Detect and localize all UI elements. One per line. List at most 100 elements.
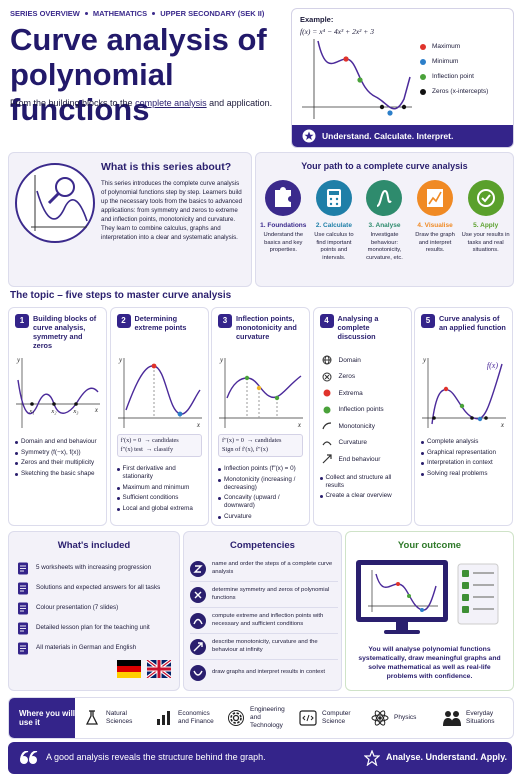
included-item: Solutions and expected answers for all t… [17, 578, 175, 598]
outcome-title: Your outcome [397, 540, 462, 551]
outcome-card: Your outcome You will analyse polynomial… [345, 531, 514, 691]
use-text: Natural Sciences [106, 710, 133, 725]
included-item: 5 worksheets with increasing progression [17, 558, 175, 578]
check-item: Monotonicity [321, 418, 408, 435]
formula-line: f″(x) test → classify [120, 445, 174, 453]
use-text: Everyday Situations [466, 710, 495, 725]
example-box: Example: f(x) = x⁴ − 4x³ + 2x² + 3 Maxim… [291, 8, 514, 148]
card-graph: y x x₁ x₂ x₃ [16, 356, 100, 428]
bullet: Zeros and their multiplicity [14, 459, 102, 467]
use-icon [157, 711, 170, 725]
legend-marker [420, 88, 426, 95]
item-icon [323, 406, 330, 414]
quote-icon [20, 751, 38, 764]
path-step: 3. Analyse Investigate behaviour: monoton… [359, 179, 410, 262]
item-label: Extrema [338, 389, 363, 397]
bullet: Maximum and minimum [116, 484, 204, 492]
formula-box: f″(x) = 0 → candidates Sign of f′(x), f″(… [218, 434, 303, 457]
outcome-illustration [356, 560, 499, 634]
bullet: Interpretation in context [420, 459, 508, 467]
use-item: Engineering and Technology [223, 698, 295, 738]
competency-icon [190, 638, 206, 655]
check-item: Curvature [322, 435, 408, 452]
bullet: Symmetry (f(−x), f(x)) [14, 449, 102, 457]
card-title: Inflection points, monotonicity and curv… [236, 314, 297, 341]
bullet-list: Domain and end behaviour Symmetry (f(−x),… [14, 438, 102, 480]
competency-item: name and order the steps of a complete c… [190, 556, 338, 582]
topic-card: 4 Analysing a complete discussion Domain Ze… [312, 307, 412, 526]
footer-quote: A good analysis reveals the structure be… [46, 752, 266, 762]
subtitle-part: From the building blocks to the [10, 98, 136, 108]
included-text: 5 worksheets with increasing progression [36, 564, 152, 572]
step-icon [467, 180, 504, 216]
legend-label: Maximum [432, 43, 461, 50]
doc-icon [18, 622, 28, 634]
legend-marker [420, 43, 426, 50]
bullet: Create a clear overview [319, 492, 407, 500]
competency-icon [190, 560, 206, 577]
about-card: What is this series about? This series i… [8, 152, 252, 287]
use-text: Economics and Finance [178, 710, 214, 725]
legend-label: Zeros (x-intercepts) [432, 88, 489, 95]
bullet: Graphical representation [420, 449, 508, 457]
doc-icon [18, 582, 28, 594]
use-text: Physics [394, 714, 417, 721]
topic-card: 1 Building blocks of curve analysis, symm… [8, 307, 107, 526]
graph-label: y [219, 356, 224, 364]
graph-label: x [94, 406, 99, 414]
step-icon [265, 180, 302, 216]
item-icon [323, 389, 330, 397]
use-icon [443, 711, 461, 726]
legend-item: Maximum [420, 39, 488, 54]
about-text: This series introduces the complete curv… [101, 180, 243, 241]
bullet-list: Complete analysis Graphical representatio… [420, 438, 508, 480]
doc-icon [18, 562, 28, 574]
bullet: Concavity (upward / downward) [217, 494, 305, 510]
graph-label: y [422, 356, 427, 364]
legend-label: Inflection point [432, 73, 474, 80]
graph-label: x₁ [28, 408, 34, 415]
item-label: Curvature [338, 439, 368, 447]
bullet: Local and global extrema [116, 505, 204, 513]
step-text: Use calculus to find important points an… [314, 232, 354, 261]
formula-box: f′(x) = 0 → candidates f″(x) test → class… [116, 434, 202, 457]
legend: Maximum Minimum Inflection point Zeros (x-i… [420, 39, 488, 99]
included-card: What's included 5 worksheets with increa… [8, 531, 180, 691]
item-label: Domain [338, 356, 361, 364]
use-icon [299, 710, 317, 726]
use-item: Physics [367, 698, 439, 738]
included-item: Detailed lesson plan for the teaching un… [17, 618, 175, 638]
item-icon [322, 372, 331, 382]
use-items: Natural Sciences Economics and Finance Eng… [79, 698, 511, 738]
card-number: 2 [116, 314, 131, 328]
star-icon [302, 129, 316, 143]
card-number: 1 [15, 314, 29, 328]
use-item: Economics and Finance [151, 698, 223, 738]
competency-item: compute extreme and inflection points wi… [190, 608, 338, 634]
step-icon [315, 180, 352, 216]
about-title: What is this series about? [101, 161, 232, 173]
topic-card: 5 Curve analysis of an applied function y x… [414, 307, 513, 526]
step-text: Draw the graph and interpret results. [415, 232, 455, 253]
card-number: 4 [319, 314, 334, 328]
topic-heading: The topic – five steps to master curve a… [10, 290, 232, 301]
example-graph [302, 39, 412, 119]
legend-marker [420, 58, 426, 65]
example-label: Example: [300, 15, 334, 24]
competency-text: draw graphs and interpret results in con… [212, 668, 325, 675]
use-row: Where you will use it Natural Sciences Ec… [8, 697, 514, 739]
item-label: End behaviour [338, 455, 381, 463]
footer-motto: Analyse. Understand. Apply. [386, 752, 508, 762]
card-title: Curve analysis of an applied function [439, 314, 506, 332]
use-icon [85, 710, 99, 725]
included-item: All materials in German and English [17, 638, 175, 658]
breadcrumb: SERIES OVERVIEW MATHEMATICS UPPER SECONDAR… [10, 9, 264, 18]
competency-icon [190, 664, 206, 681]
path-step: 4. Visualise Draw the graph and interpret… [410, 179, 461, 262]
card-number: 3 [218, 314, 232, 328]
competency-text: name and order the steps of a complete c… [212, 561, 333, 575]
flags [117, 660, 171, 678]
step-text: Understand the basics and key properties… [263, 232, 304, 253]
card-title: Determining extreme points [134, 314, 187, 332]
